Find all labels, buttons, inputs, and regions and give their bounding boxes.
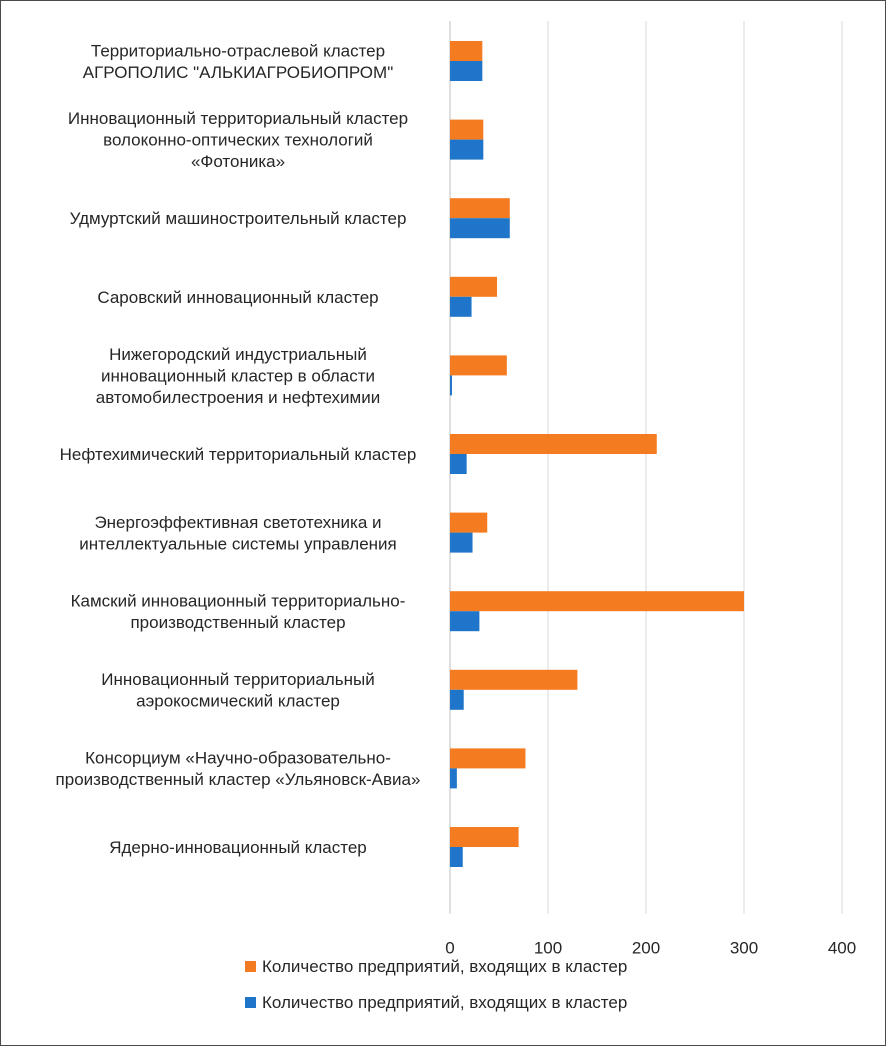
category-label-9: Инновационный территориальный аэрокосмиче… (101, 670, 374, 711)
bar-series1-category-10 (450, 748, 526, 769)
bars (450, 41, 744, 867)
gridlines (449, 21, 843, 914)
bar-series2-category-3 (450, 218, 510, 239)
bar-series1-category-1 (450, 41, 483, 61)
x-tick-label-400: 400 (828, 939, 856, 958)
bar-series1-category-8 (450, 591, 744, 612)
legend-label-1: Количество предприятий, входящих в класт… (262, 957, 627, 976)
bar-series2-category-11 (450, 847, 463, 867)
category-label-7: Энергоэффективная светотехника и интеллек… (79, 513, 397, 554)
bar-series2-category-7 (450, 532, 473, 553)
x-tick-label-300: 300 (730, 939, 758, 958)
bar-series2-category-2 (450, 139, 484, 160)
bar-series1-category-9 (450, 669, 578, 690)
category-label-10: Консорциум «Научно-образовательно-произв… (56, 749, 421, 790)
category-label-5: Нижегородский индустриальный инновационны… (96, 345, 380, 407)
bar-series2-category-10 (450, 768, 457, 789)
bar-series1-category-4 (450, 276, 498, 297)
bar-series2-category-1 (450, 61, 483, 81)
x-tick-label-0: 0 (445, 939, 454, 958)
bar-series1-category-11 (450, 827, 519, 847)
bar-series2-category-4 (450, 296, 472, 317)
category-label-8: Камский инновационный территориально-про… (71, 591, 406, 632)
bar-series1-category-7 (450, 512, 488, 533)
category-label-11: Ядерно-инновационный кластер (109, 838, 367, 857)
legend: Количество предприятий, входящих в класт… (245, 957, 627, 1012)
bar-series1-category-5 (450, 355, 507, 376)
category-label-2: Инновационный территориальный кластер вол… (68, 109, 408, 171)
category-labels: Территориально-отраслевой кластер АГРОПОЛ… (56, 41, 421, 857)
bar-series2-category-6 (450, 454, 467, 474)
legend-swatch-1 (245, 961, 256, 972)
bar-series1-category-6 (450, 434, 657, 454)
category-label-4: Саровский инновационный кластер (97, 288, 378, 307)
bar-series1-category-3 (450, 198, 510, 219)
bar-series1-category-2 (450, 119, 484, 140)
x-tick-label-100: 100 (534, 939, 562, 958)
bar-series2-category-5 (450, 375, 452, 396)
x-tick-label-200: 200 (632, 939, 660, 958)
category-label-3: Удмуртский машиностроительный кластер (70, 209, 407, 228)
bar-series2-category-9 (450, 689, 464, 710)
category-label-6: Нефтехимический территориальный кластер (60, 445, 417, 464)
x-axis-tick-labels: 0 100 200 300 400 (445, 939, 856, 958)
bar-series2-category-8 (450, 611, 480, 632)
legend-label-2: Количество предприятий, входящих в класт… (262, 993, 627, 1012)
legend-swatch-2 (245, 997, 256, 1008)
category-label-1: Территориально-отраслевой кластер АГРОПОЛ… (83, 41, 393, 82)
